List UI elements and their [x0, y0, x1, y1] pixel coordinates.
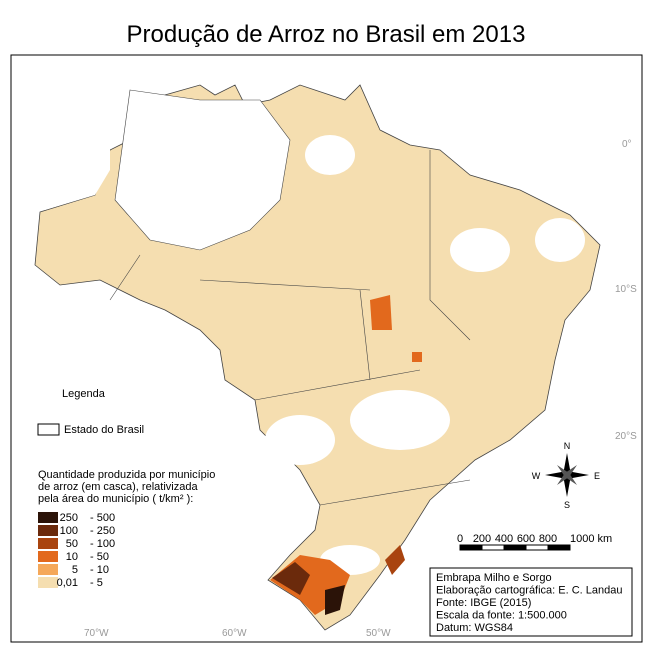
quantity-title: pela área do município ( t/km² ):	[38, 493, 193, 505]
credit-line: Escala da fonte: 1:500.000	[436, 610, 567, 622]
class-high: - 100	[90, 538, 115, 550]
class-high: - 50	[90, 551, 109, 563]
scale-label: 400	[495, 533, 513, 545]
class-swatch	[38, 564, 58, 575]
scale-segment	[459, 544, 483, 551]
compass: N E S W	[532, 441, 600, 510]
state-borders	[109, 150, 471, 506]
credits-box	[429, 567, 633, 637]
no-production	[535, 218, 585, 262]
credit-line: Embrapa Milho e Sorgo	[436, 572, 552, 584]
class-swatch	[38, 525, 58, 536]
scale-label: 200	[473, 533, 491, 545]
no-production	[450, 228, 510, 272]
map-frame	[10, 54, 643, 643]
no-production	[350, 390, 450, 450]
scale-segment	[525, 544, 549, 551]
scale-bar: 0 200 400 600 800 1000 km	[457, 533, 612, 551]
no-production	[114, 89, 291, 251]
quantity-title: de arroz (em casca), relativizada	[38, 481, 198, 493]
lon-label: 70°W	[84, 628, 109, 639]
no-production	[305, 135, 355, 175]
scale-segment	[503, 544, 527, 551]
class-swatch	[38, 577, 58, 588]
lat-label: 20°S	[615, 431, 637, 442]
high-production	[385, 545, 405, 575]
class-low: 5	[72, 564, 78, 576]
quantity-title: Quantidade produzida por município	[38, 469, 215, 481]
title: Produção de Arroz no Brasil em 2013	[127, 21, 526, 48]
no-production	[45, 100, 110, 210]
legend-title: Legenda	[62, 388, 106, 400]
state-label: Estado do Brasil	[64, 424, 144, 436]
class-swatch	[38, 538, 58, 549]
compass-n: N	[564, 441, 571, 451]
class-swatch	[38, 512, 58, 523]
class-low: 0,01	[57, 577, 78, 589]
class-high: - 10	[90, 564, 109, 576]
scale-label: 1000 km	[570, 533, 612, 545]
state-swatch	[37, 423, 60, 436]
scale-segment	[481, 544, 505, 551]
high-production	[370, 295, 392, 330]
compass-e: E	[594, 471, 600, 481]
class-swatch	[38, 551, 58, 562]
class-high: - 5	[90, 577, 103, 589]
credit-line: Elaboração cartográfica: E. C. Landau	[436, 585, 623, 597]
brazil-map	[34, 84, 601, 631]
compass-s: S	[564, 500, 570, 510]
lon-label: 50°W	[366, 628, 391, 639]
class-high: - 500	[90, 512, 115, 524]
high-production	[325, 585, 345, 615]
credit-line: Fonte: IBGE (2015)	[436, 597, 531, 609]
scale-label: 0	[457, 533, 463, 545]
class-low: 50	[66, 538, 78, 550]
credit-line: Datum: WGS84	[436, 622, 513, 634]
lat-label: 10°S	[615, 284, 637, 295]
scale-segment	[547, 544, 571, 551]
scale-label: 600	[517, 533, 535, 545]
compass-w: W	[532, 471, 541, 481]
class-low: 250	[60, 512, 78, 524]
class-high: - 250	[90, 525, 115, 537]
class-low: 100	[60, 525, 78, 537]
class-low: 10	[66, 551, 78, 563]
lon-label: 60°W	[222, 628, 247, 639]
scale-label: 800	[539, 533, 557, 545]
high-production	[272, 562, 310, 595]
no-production	[265, 415, 335, 465]
high-production	[412, 352, 422, 362]
lat-label: 0°	[622, 139, 632, 150]
